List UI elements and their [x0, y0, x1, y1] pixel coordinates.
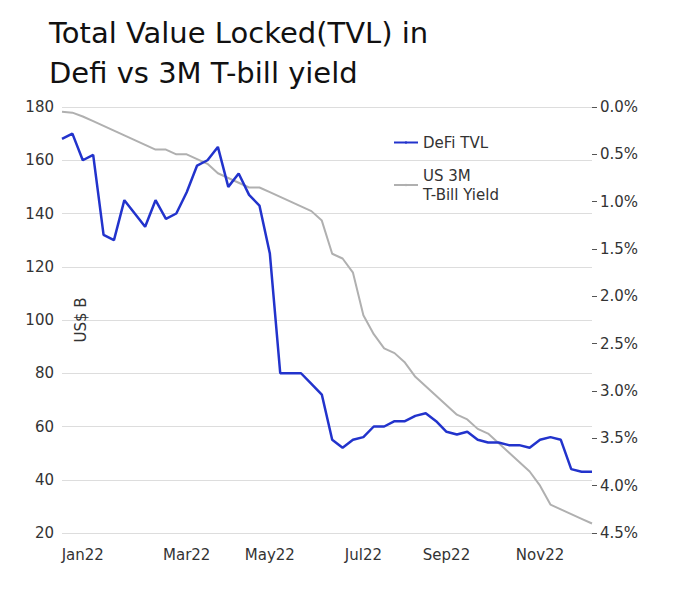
svg-text:3.0%: 3.0%: [600, 382, 638, 400]
svg-text:Jan22: Jan22: [61, 546, 104, 564]
svg-text:180: 180: [25, 98, 54, 116]
svg-text:Mar22: Mar22: [163, 546, 210, 564]
svg-text:4.0%: 4.0%: [600, 477, 638, 495]
svg-text:20: 20: [35, 524, 54, 542]
svg-text:May22: May22: [245, 546, 295, 564]
svg-text:Sep22: Sep22: [423, 546, 470, 564]
svg-text:0.0%: 0.0%: [600, 98, 638, 116]
svg-text:Defi vs 3M T-bill yield: Defi vs 3M T-bill yield: [49, 56, 358, 90]
svg-text:80: 80: [35, 364, 54, 382]
svg-text:US$ B: US$ B: [72, 297, 90, 342]
svg-text:4.5%: 4.5%: [600, 524, 638, 542]
svg-text:0.5%: 0.5%: [600, 145, 638, 163]
svg-text:Nov22: Nov22: [516, 546, 564, 564]
svg-text:1.0%: 1.0%: [600, 193, 638, 211]
svg-text:3.5%: 3.5%: [600, 429, 638, 447]
svg-text:1.5%: 1.5%: [600, 240, 638, 258]
svg-text:120: 120: [25, 258, 54, 276]
svg-text:140: 140: [25, 205, 54, 223]
svg-text:US 3M: US 3M: [423, 167, 471, 185]
svg-text:Jul22: Jul22: [344, 546, 382, 564]
svg-text:40: 40: [35, 471, 54, 489]
svg-text:60: 60: [35, 418, 54, 436]
svg-text:2.0%: 2.0%: [600, 287, 638, 305]
svg-text:2.5%: 2.5%: [600, 335, 638, 353]
svg-text:DeFi TVL: DeFi TVL: [423, 134, 489, 152]
svg-text:Total Value Locked(TVL) in: Total Value Locked(TVL) in: [48, 16, 428, 50]
svg-text:160: 160: [25, 151, 54, 169]
svg-text:100: 100: [25, 311, 54, 329]
svg-text:T-Bill Yield: T-Bill Yield: [422, 186, 499, 204]
